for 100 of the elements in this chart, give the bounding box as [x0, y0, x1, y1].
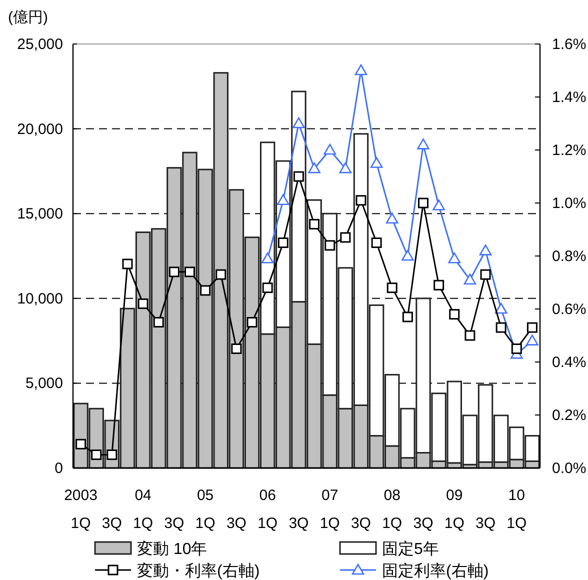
bar — [384, 445, 400, 469]
point — [231, 344, 242, 354]
point — [292, 117, 305, 128]
point — [402, 312, 413, 322]
bar — [462, 414, 478, 466]
y2-tick-label: 1.4% — [552, 89, 586, 106]
x-tick-label: 09 1Q — [444, 487, 464, 532]
point — [434, 280, 444, 290]
y2-tick-label: 0.0% — [552, 460, 586, 477]
point — [262, 282, 273, 294]
bar — [244, 236, 260, 469]
y2-tick-label: 1.6% — [552, 36, 586, 53]
x-tick-label: 04 1Q — [133, 487, 154, 532]
point — [138, 298, 148, 309]
point — [386, 282, 398, 294]
point — [91, 450, 102, 460]
x-tick-label: 3Q — [102, 515, 122, 532]
point — [464, 274, 476, 284]
point — [122, 258, 133, 270]
legend-label: 変動・利率(右軸) — [137, 562, 260, 580]
bar — [322, 212, 338, 396]
bar — [291, 301, 306, 469]
bar — [384, 374, 400, 447]
point — [324, 144, 336, 155]
point — [309, 218, 320, 230]
bar — [524, 435, 540, 462]
point — [449, 309, 460, 320]
bar — [151, 228, 166, 469]
bar — [306, 199, 322, 345]
bar — [166, 167, 182, 469]
bar — [135, 232, 151, 469]
point — [479, 244, 492, 256]
point — [200, 285, 211, 296]
x-tick-label: 3Q — [226, 515, 246, 532]
x-tick-label: 05 1Q — [195, 487, 216, 532]
bar — [353, 404, 369, 469]
point — [496, 322, 506, 333]
bar — [368, 304, 384, 437]
point — [448, 252, 461, 264]
point — [261, 252, 274, 264]
y-tick-label: 15,000 — [17, 206, 63, 223]
bar — [493, 414, 509, 463]
x-tick-label: 10 1Q — [506, 487, 527, 532]
y-axis-title: (億円) — [8, 9, 48, 26]
x-tick-label: 2003 1Q — [64, 487, 98, 532]
point — [106, 450, 118, 460]
y2-tick-label: 0.8% — [552, 248, 586, 265]
x-tick-label: 3Q — [413, 515, 434, 532]
point — [277, 194, 290, 205]
bar — [509, 426, 524, 460]
y-tick-label: 20,000 — [17, 120, 63, 138]
point — [464, 330, 476, 341]
bar — [431, 392, 446, 462]
y2-tick-label: 0.2% — [552, 407, 586, 424]
bar — [198, 168, 213, 469]
bar — [338, 267, 354, 410]
bar — [276, 326, 291, 469]
x-tick-label: 07 1Q — [320, 487, 340, 532]
bar — [368, 435, 384, 469]
point — [246, 317, 258, 328]
point — [480, 269, 491, 280]
legend-label: 変動 10年 — [137, 540, 208, 558]
x-tick-label: 3Q — [288, 515, 309, 532]
point — [339, 162, 352, 174]
point — [308, 162, 320, 174]
point — [386, 212, 398, 224]
point — [370, 157, 383, 168]
bar — [228, 189, 244, 469]
bar — [338, 408, 354, 469]
point — [293, 171, 304, 182]
point — [418, 198, 428, 208]
bar — [182, 152, 198, 469]
point — [76, 438, 86, 450]
x-tick-label: 3Q — [164, 515, 184, 532]
point — [216, 269, 226, 280]
bar — [260, 142, 276, 335]
point — [153, 317, 164, 328]
point — [417, 138, 430, 150]
point — [340, 232, 351, 243]
y-tick-label: 25,000 — [17, 36, 63, 53]
point — [356, 195, 366, 206]
point — [526, 322, 538, 333]
point — [354, 64, 368, 76]
bar — [400, 408, 416, 459]
x-tick-label: 08 1Q — [382, 487, 402, 532]
legend-label: 固定5年 — [382, 540, 439, 558]
x-tick-label: 3Q — [476, 515, 496, 532]
point — [168, 266, 180, 278]
point — [432, 200, 445, 210]
point — [324, 240, 336, 251]
y2-tick-label: 1.2% — [552, 142, 586, 159]
y2-tick-label: 0.4% — [552, 354, 586, 371]
point — [526, 334, 538, 346]
y-tick-label: 0 — [54, 460, 63, 477]
bar — [478, 384, 494, 463]
bar — [416, 298, 431, 454]
x-tick-label: 06 1Q — [258, 487, 278, 532]
bar — [213, 72, 228, 469]
bar — [120, 308, 136, 469]
bar — [353, 133, 369, 406]
